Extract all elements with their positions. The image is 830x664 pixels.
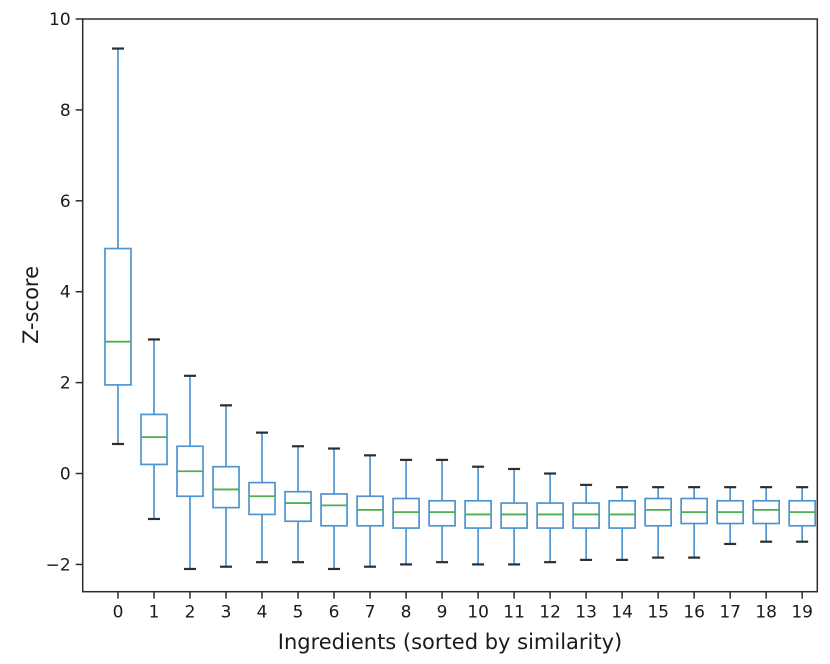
x-axis-tick-label: 0 [113,603,124,623]
x-axis-tick-label: 7 [365,603,376,623]
x-axis-tick-label: 17 [719,603,741,623]
box-rect [752,499,781,525]
box-rect [428,499,456,527]
x-axis-tick-label: 14 [611,603,633,623]
x-axis-tick-label: 11 [503,603,525,623]
box-rect [644,497,672,527]
x-axis-tick-label: 19 [791,603,813,623]
axes-frame [81,18,819,593]
x-axis-tick-label: 10 [467,603,489,623]
x-axis-label: Ingredients (sorted by similarity) [278,630,622,654]
y-axis-tick-label: 6 [60,192,71,212]
y-axis-tick-label: 2 [60,374,71,394]
box-rect [536,502,564,529]
box-rect [320,493,348,527]
box-rect [248,481,276,516]
box-rect [572,502,600,529]
y-axis-tick-label: 4 [60,283,71,303]
x-axis-tick-label: 3 [221,603,232,623]
y-axis-tick-label: 10 [49,10,71,30]
box-rect [788,499,817,527]
x-axis-tick-label: 5 [293,603,304,623]
x-axis-tick-label: 18 [755,603,777,623]
box-rect [212,465,240,509]
x-axis-tick-label: 2 [185,603,196,623]
x-axis-tick-label: 1 [149,603,160,623]
x-axis-tick-label: 6 [329,603,340,623]
x-axis-tick-label: 15 [647,603,669,623]
x-axis-tick-label: 8 [401,603,412,623]
x-axis-tick-label: 9 [437,603,448,623]
box-rect [284,490,312,523]
x-axis-tick-label: 12 [539,603,561,623]
box-rect [500,502,528,529]
x-axis-tick-label: 16 [683,603,705,623]
y-axis-tick-label: −2 [46,555,71,575]
box-rect [140,413,168,466]
box-rect [680,497,708,525]
x-axis-tick-label: 4 [257,603,268,623]
box-rect [104,247,132,386]
box-rect [356,495,384,527]
y-axis-label: Z-score [19,266,43,344]
y-axis-tick-label: 0 [60,465,71,485]
x-axis-tick-label: 13 [575,603,597,623]
y-axis-tick-label: 8 [60,101,71,121]
box-rect [392,497,420,529]
